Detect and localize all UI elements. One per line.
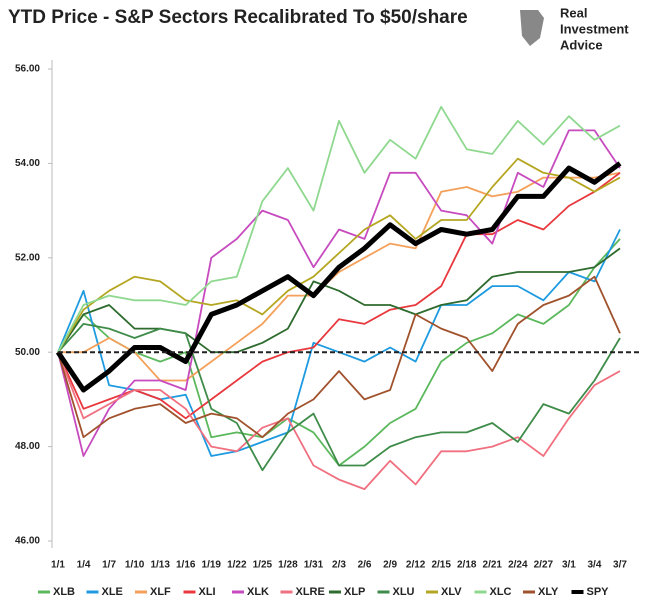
y-tick-label: 56.00: [15, 64, 40, 75]
series-line: [55, 161, 622, 393]
x-tick-label: 2/27: [534, 560, 554, 571]
x-tick-label: 2/12: [406, 560, 426, 571]
series-line: [57, 157, 621, 353]
x-tick-label: 2/6: [358, 560, 372, 571]
x-tick-label: 1/31: [304, 560, 324, 571]
x-tick-label: 1/16: [176, 560, 196, 571]
x-tick-label: 1/7: [102, 560, 116, 571]
x-tick-label: 2/15: [431, 560, 451, 571]
x-tick-label: 3/1: [562, 560, 576, 571]
x-tick-label: 1/10: [125, 560, 145, 571]
legend-label: XLV: [441, 586, 462, 598]
x-tick-label: 2/21: [483, 560, 503, 571]
series-line: [57, 247, 621, 354]
logo-text: Real: [560, 5, 587, 20]
logo-icon: [520, 10, 544, 46]
x-tick-label: 1/25: [253, 560, 273, 571]
x-tick-label: 3/7: [613, 560, 627, 571]
x-tick-label: 1/19: [202, 560, 222, 571]
legend-label: XLC: [490, 586, 512, 598]
x-tick-label: 3/4: [588, 560, 602, 571]
legend-label: XLK: [247, 586, 269, 598]
series-line: [57, 105, 621, 353]
series-line: [58, 171, 621, 382]
x-tick-label: 2/9: [383, 560, 397, 571]
y-tick-label: 46.00: [15, 536, 40, 547]
y-tick-label: 54.00: [15, 158, 40, 169]
legend-label: XLB: [53, 586, 75, 598]
x-tick-label: 1/22: [227, 560, 247, 571]
legend-label: XLY: [538, 586, 559, 598]
x-tick-label: 2/18: [457, 560, 477, 571]
legend-label: XLF: [150, 586, 171, 598]
legend-label: XLE: [102, 586, 123, 598]
x-tick-label: 1/13: [150, 560, 170, 571]
x-tick-label: 1/4: [77, 560, 91, 571]
logo: Real Investment Advice: [520, 5, 629, 52]
y-tick-label: 50.00: [15, 347, 40, 358]
series-line: [57, 172, 621, 420]
y-tick-label: 48.00: [15, 441, 40, 452]
legend-label: XLU: [393, 586, 415, 598]
y-tick-label: 52.00: [15, 252, 40, 263]
chart-title: YTD Price - S&P Sectors Recalibrated To …: [8, 7, 468, 28]
series-line: [57, 323, 621, 472]
legend-label: XLRE: [296, 586, 325, 598]
x-tick-label: 1/28: [278, 560, 298, 571]
logo-text: Investment: [560, 21, 629, 36]
series-line: [57, 351, 621, 490]
logo-text: Advice: [560, 37, 603, 52]
series-line: [57, 129, 621, 457]
x-tick-label: 2/3: [332, 560, 346, 571]
legend-label: XLP: [344, 586, 365, 598]
series-line: [57, 229, 621, 457]
x-tick-label: 1/1: [51, 560, 65, 571]
series-line: [57, 275, 621, 439]
legend-label: XLI: [199, 586, 216, 598]
legend-label: SPY: [587, 586, 610, 598]
x-tick-label: 2/24: [508, 560, 528, 571]
